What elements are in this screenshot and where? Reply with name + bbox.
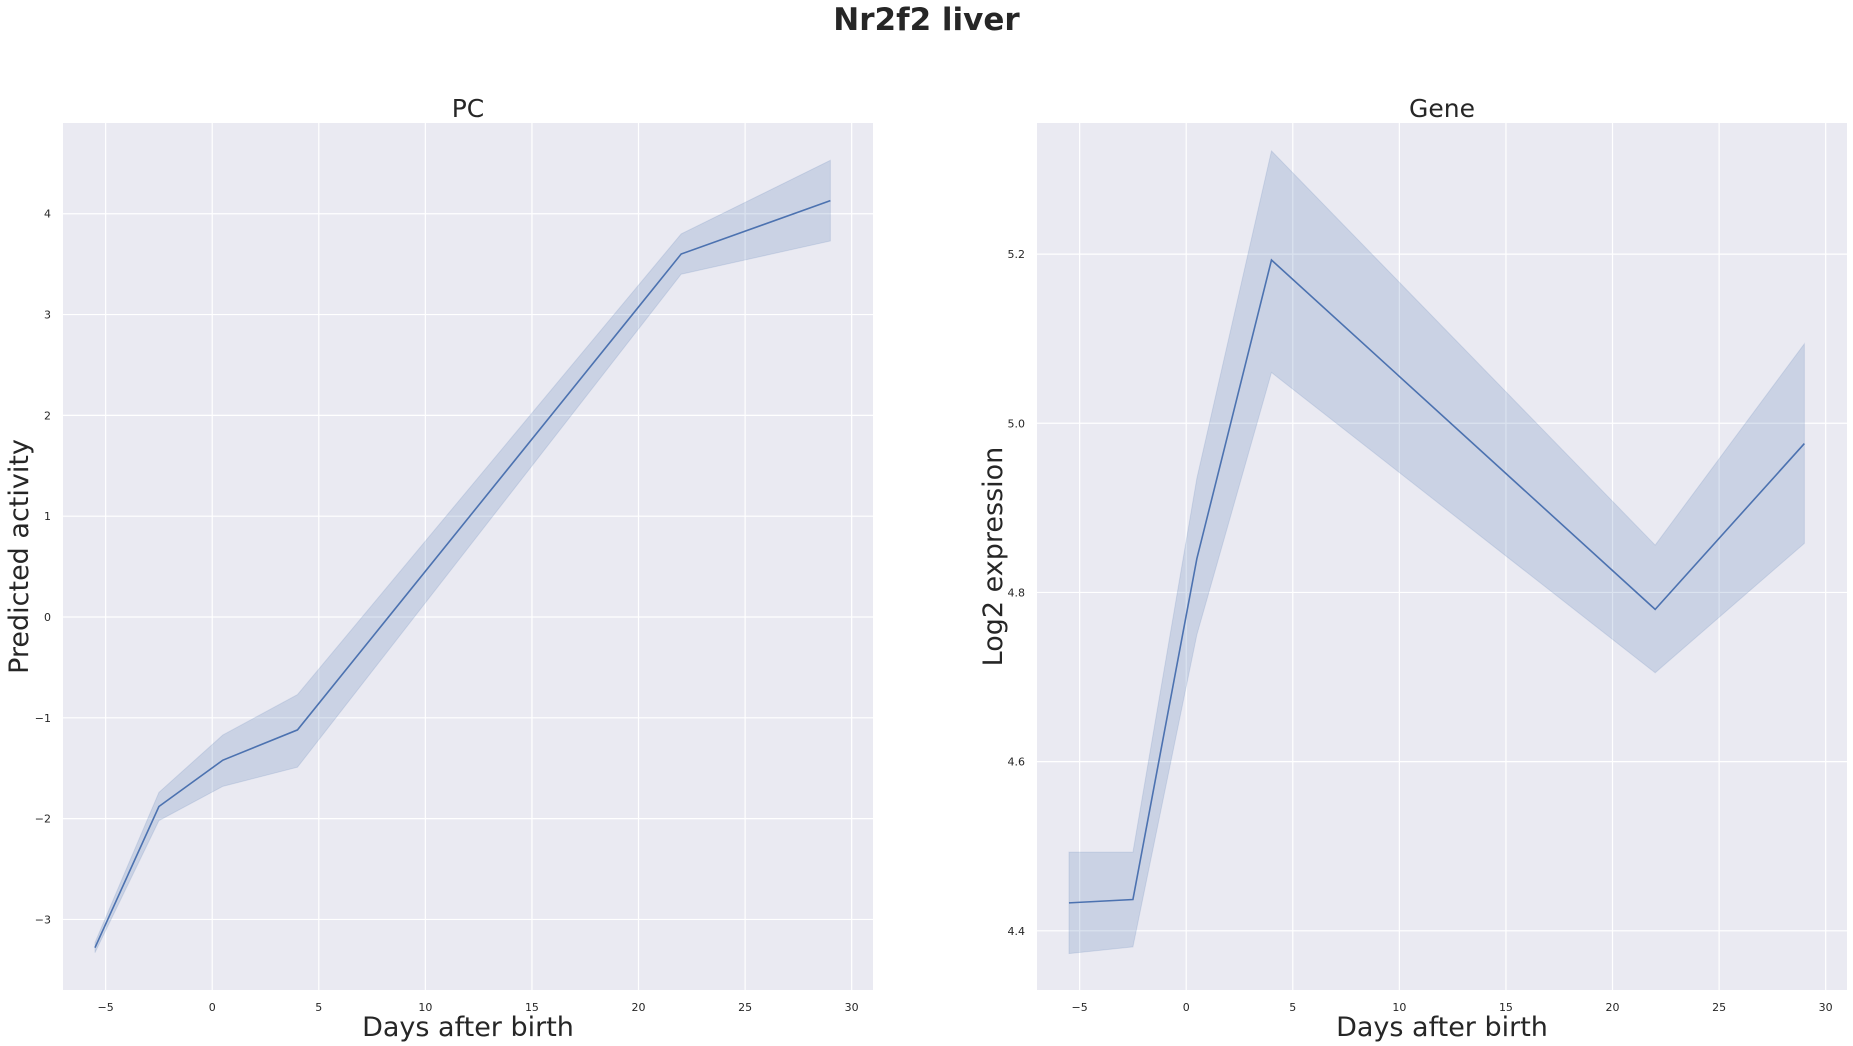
plot1-x-tick-label: −5	[98, 1001, 114, 1014]
plot1-x-axis-label: Days after birth	[362, 1012, 574, 1043]
plot1-y-tick-label: 4	[44, 208, 51, 221]
plot2-y-tick-label: 4.6	[1008, 756, 1026, 769]
plot1-y-tick-label: 3	[44, 309, 51, 322]
plot2-title: Gene	[1409, 94, 1475, 123]
plot1-y-axis-label: Predicted activity	[4, 439, 35, 674]
plot1-y-tick-label: 0	[44, 611, 51, 624]
plot2-x-tick-label: −5	[1072, 1001, 1088, 1014]
plot1-x-tick-label: 20	[632, 1001, 646, 1014]
plot2-y-tick-label: 5.0	[1008, 417, 1026, 430]
plot2-y-tick-label: 5.2	[1008, 248, 1026, 261]
plot2-confidence-band	[1068, 149, 1805, 955]
figure-title: Nr2f2 liver	[833, 2, 1020, 38]
plot1-x-tick-label: 25	[738, 1001, 752, 1014]
plot2-x-tick-label: 20	[1606, 1001, 1620, 1014]
plot1-y-tick-label: −2	[35, 813, 51, 826]
plot1-x-tick-label: 0	[209, 1001, 216, 1014]
plot1-x-tick-label: 10	[418, 1001, 432, 1014]
plot2-y-tick-label: 4.4	[1008, 925, 1026, 938]
plot2-x-axis-label: Days after birth	[1336, 1012, 1548, 1043]
plot1-y-tick-label: 2	[44, 409, 51, 422]
plot2-x-tick-label: 10	[1392, 1001, 1406, 1014]
plot2-y-axis-label: Log2 expression	[978, 447, 1009, 667]
plot1-x-tick-label: 5	[315, 1001, 322, 1014]
plot1-y-tick-label: −3	[35, 913, 51, 926]
plot2-x-tick-label: 5	[1289, 1001, 1296, 1014]
plot1-y-tick-label: −1	[35, 712, 51, 725]
plot1-area	[63, 123, 873, 990]
plot2-series-line	[1068, 258, 1805, 904]
plot1-x-tick-label: 15	[525, 1001, 539, 1014]
plot1-series-line	[94, 199, 831, 948]
plot2-y-tick-label: 4.8	[1008, 586, 1026, 599]
plot1-confidence-band	[94, 159, 831, 953]
plot1-title: PC	[452, 94, 485, 123]
plot1-y-tick-label: 1	[44, 510, 51, 523]
plot1-x-tick-label: 30	[845, 1001, 859, 1014]
plot2-x-tick-label: 30	[1819, 1001, 1833, 1014]
plot2-x-tick-label: 25	[1712, 1001, 1726, 1014]
plot2-x-tick-label: 0	[1183, 1001, 1190, 1014]
plot2-x-tick-label: 15	[1499, 1001, 1513, 1014]
plot2-area	[1037, 123, 1847, 990]
